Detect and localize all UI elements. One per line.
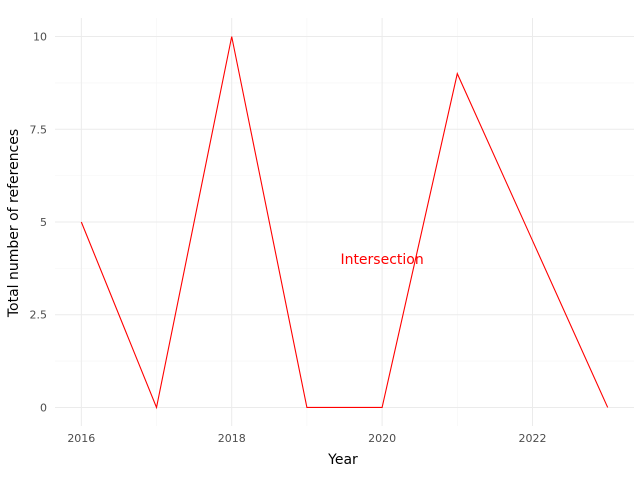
x-tick-label: 2018: [218, 432, 246, 445]
y-axis-title: Total number of references: [6, 129, 22, 318]
y-tick-label: 7.5: [30, 123, 48, 136]
x-tick-label: 2016: [67, 432, 95, 445]
series-line: [80, 36, 609, 410]
x-tick-label: 2022: [518, 432, 546, 445]
x-axis-ticks: 2016 2018 2020 2022: [67, 432, 546, 445]
x-tick-label: 2020: [368, 432, 396, 445]
annotation-label: Intersection: [340, 252, 423, 268]
y-tick-label: 0: [40, 401, 47, 414]
major-gridlines: [55, 18, 634, 426]
y-axis-ticks: 0 2.5 5 7.5 10: [30, 31, 48, 415]
y-tick-label: 10: [33, 31, 47, 44]
y-tick-label: 2.5: [30, 309, 48, 322]
minor-gridlines: [55, 18, 634, 426]
y-tick-label: 5: [40, 216, 47, 229]
x-axis-title: Year: [327, 452, 358, 468]
series-layer: [80, 36, 609, 410]
